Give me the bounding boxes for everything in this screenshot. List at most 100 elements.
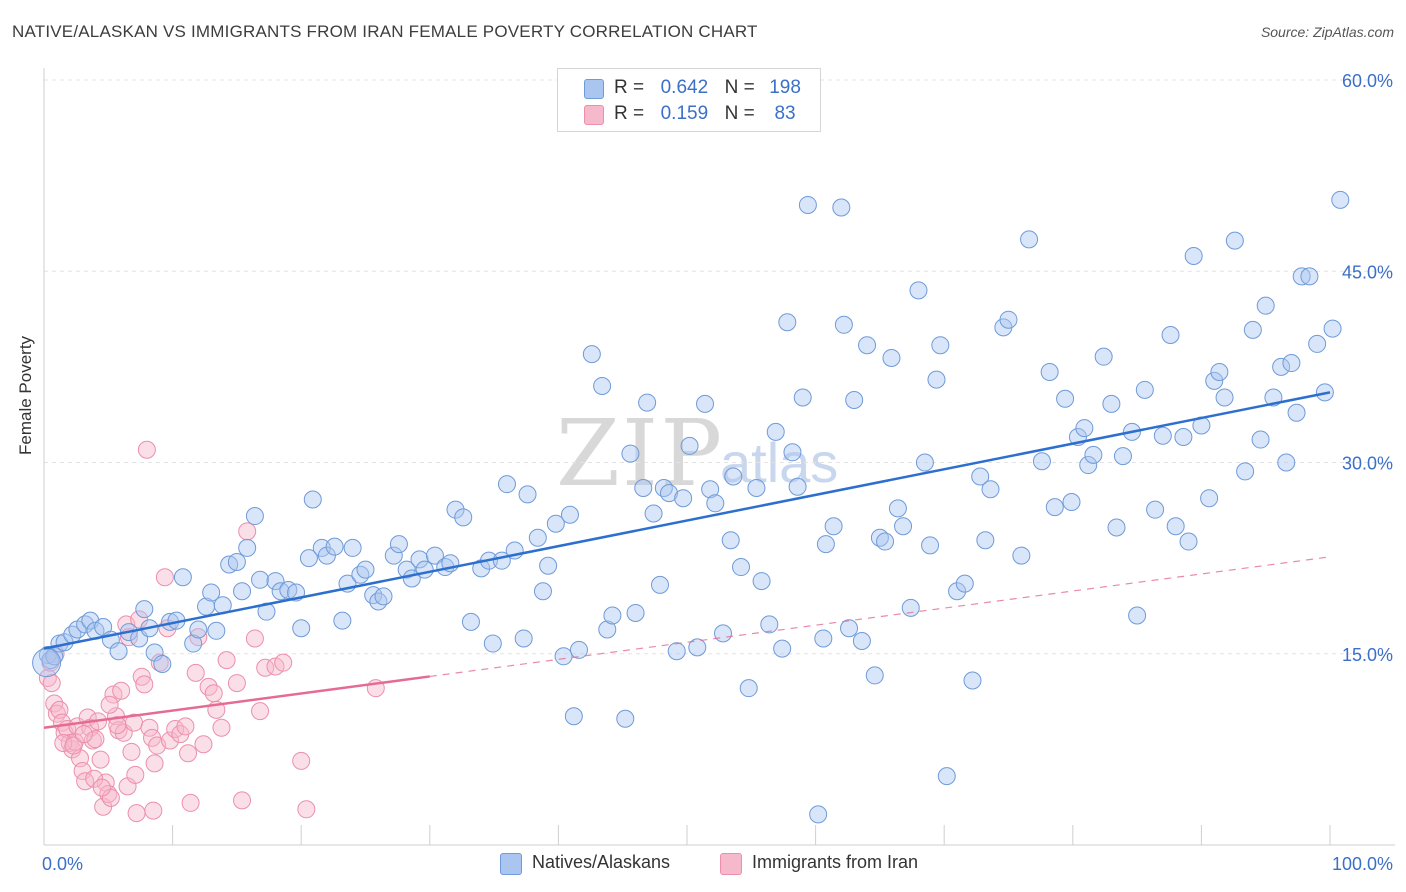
natives-point	[888, 499, 907, 518]
y-tick-label: 60.0%	[1342, 71, 1393, 91]
iran-point	[140, 718, 159, 737]
natives-point	[840, 619, 859, 638]
legend-text-natives: R = 0.642 N = 198	[614, 77, 810, 99]
natives-point	[227, 552, 246, 571]
natives-point	[189, 620, 208, 639]
natives-point	[714, 624, 733, 643]
legend-r-value-iran: 0.159	[660, 103, 709, 124]
natives-point	[560, 505, 579, 524]
natives-point	[1282, 354, 1301, 373]
natives-point	[1161, 326, 1180, 344]
natives-point	[999, 310, 1018, 329]
natives-point	[184, 634, 203, 653]
iran-point	[86, 730, 105, 749]
natives-point	[1113, 447, 1132, 466]
y-tick-label: 15.0%	[1342, 645, 1393, 665]
natives-point	[546, 514, 565, 533]
natives-point	[1205, 371, 1224, 390]
legend-swatch-iran	[584, 105, 604, 125]
natives-point	[667, 642, 686, 661]
iran-point	[100, 695, 119, 714]
natives-point	[1174, 428, 1193, 446]
natives-point	[1166, 517, 1185, 536]
natives-point	[616, 709, 635, 728]
natives-point	[626, 603, 645, 622]
natives-point	[528, 528, 547, 547]
natives-point	[1032, 452, 1051, 471]
natives-point	[1243, 320, 1262, 339]
iran-trend-line-extension	[429, 556, 1331, 678]
iran-point	[176, 717, 195, 736]
natives-point	[931, 336, 950, 355]
iran-point	[297, 800, 316, 819]
natives-point	[921, 536, 940, 555]
natives-point	[1020, 230, 1039, 249]
natives-point	[971, 467, 990, 486]
natives-point	[955, 574, 974, 593]
natives-point	[415, 560, 434, 579]
natives-point	[1323, 319, 1342, 338]
natives-point	[202, 583, 221, 602]
iran-point	[137, 440, 156, 459]
legend-n-value-natives: 198	[769, 77, 801, 98]
natives-point	[564, 707, 583, 726]
iran-point	[274, 653, 293, 672]
bottom-legend-label-natives: Natives/Alaskans	[532, 852, 671, 872]
natives-point	[1045, 498, 1064, 517]
natives-point	[1200, 489, 1219, 508]
natives-point	[518, 485, 537, 504]
iran-point	[64, 736, 83, 755]
natives-point	[680, 436, 699, 455]
natives-point	[793, 388, 812, 407]
natives-point	[299, 549, 318, 568]
natives-point	[814, 629, 833, 648]
natives-point	[721, 531, 740, 550]
y-tick-label: 30.0%	[1342, 454, 1393, 474]
iran-point	[122, 742, 141, 761]
natives-point	[901, 598, 920, 617]
natives-point	[747, 479, 766, 497]
natives-point	[798, 195, 817, 214]
natives-point	[497, 475, 516, 494]
natives-point	[981, 480, 1000, 499]
natives-point	[654, 479, 673, 497]
iran-trend-line	[43, 675, 430, 729]
natives-point	[245, 507, 264, 526]
iran-point	[217, 651, 236, 670]
natives-point	[271, 582, 290, 601]
natives-point	[425, 546, 444, 565]
iran-point	[212, 718, 231, 737]
natives-point	[1062, 493, 1081, 512]
natives-point	[1331, 190, 1350, 209]
natives-point	[446, 500, 465, 519]
iran-point	[238, 522, 257, 541]
natives-point	[696, 394, 715, 413]
natives-point	[603, 606, 622, 625]
natives-point	[644, 504, 663, 523]
natives-trend-line	[43, 391, 1331, 650]
natives-point	[38, 646, 57, 665]
natives-point	[1146, 500, 1165, 519]
natives-point	[483, 634, 502, 653]
natives-point	[533, 582, 552, 601]
y-tick-label: 45.0%	[1342, 262, 1393, 282]
iran-point	[155, 568, 174, 587]
natives-point	[1128, 606, 1147, 625]
natives-point	[303, 490, 322, 509]
natives-point	[1225, 231, 1244, 250]
legend-text-iran: R = 0.159 N = 83	[614, 103, 810, 125]
natives-point	[356, 560, 375, 579]
natives-point	[1256, 296, 1275, 315]
natives-point	[1107, 518, 1126, 537]
source-label: Source: ZipAtlas.com	[1260, 24, 1394, 40]
natives-point	[454, 508, 473, 527]
natives-point	[1179, 532, 1198, 551]
natives-point	[909, 281, 928, 300]
iran-point	[108, 716, 127, 735]
iran-point	[161, 731, 180, 750]
natives-point	[593, 377, 612, 395]
natives-point	[865, 666, 884, 685]
natives-point	[1056, 389, 1075, 408]
natives-point	[1272, 357, 1291, 376]
natives-point	[659, 484, 678, 503]
